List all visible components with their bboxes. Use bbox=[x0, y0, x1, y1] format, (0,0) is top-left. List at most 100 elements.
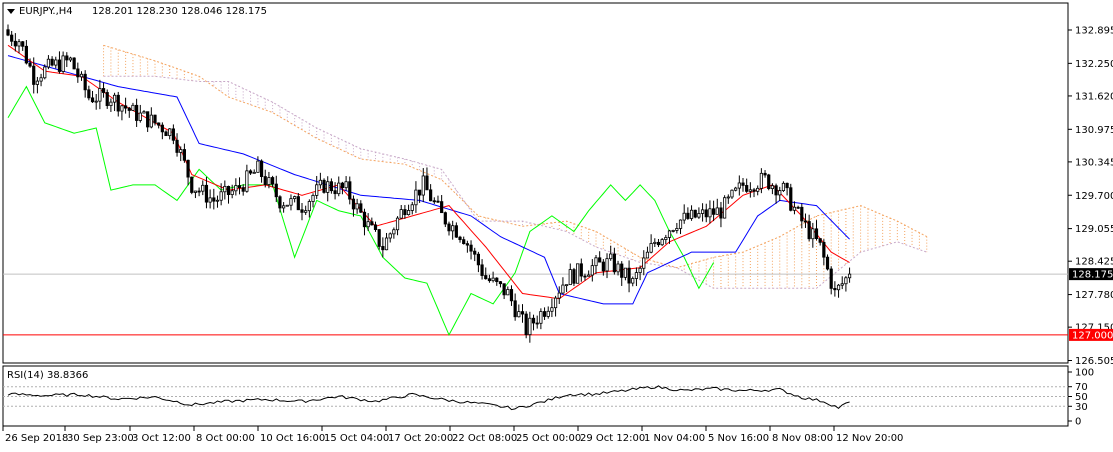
candle-body bbox=[293, 196, 297, 200]
candle-body bbox=[142, 111, 146, 114]
price-tick-label: 129.700 bbox=[1075, 191, 1113, 202]
dropdown-triangle-icon[interactable] bbox=[7, 9, 15, 14]
candle-body bbox=[274, 183, 278, 198]
candle-body bbox=[245, 170, 249, 192]
kijun-sen-line bbox=[7, 55, 850, 305]
candle-body bbox=[601, 261, 605, 272]
candle-body bbox=[811, 228, 815, 240]
candle-body bbox=[667, 230, 672, 238]
candle-body bbox=[546, 310, 550, 317]
candle-body bbox=[340, 182, 345, 189]
candle-body bbox=[480, 264, 484, 276]
current-price-badge bbox=[1069, 268, 1113, 281]
candle-body bbox=[451, 225, 455, 232]
candle-body bbox=[377, 229, 381, 247]
candle-body bbox=[572, 269, 576, 284]
candle-body bbox=[734, 187, 738, 191]
candle-body bbox=[131, 104, 135, 111]
candle-body bbox=[395, 217, 400, 231]
candle-body bbox=[101, 88, 106, 93]
candle-body bbox=[226, 185, 231, 196]
candle-body bbox=[645, 251, 650, 259]
candle-body bbox=[774, 185, 778, 196]
candle-body bbox=[844, 277, 848, 285]
candle-body bbox=[719, 207, 723, 219]
level-price-badge bbox=[1069, 328, 1113, 341]
rsi-tick-label: 100 bbox=[1075, 368, 1094, 379]
candle-body bbox=[98, 88, 102, 102]
candle-body bbox=[553, 297, 558, 309]
candle-body bbox=[204, 184, 209, 203]
candle-body bbox=[219, 191, 223, 201]
candle-body bbox=[660, 239, 664, 246]
level-price-label: 127.000 bbox=[1072, 330, 1113, 341]
candle-body bbox=[631, 278, 635, 284]
candle-body bbox=[513, 300, 517, 318]
candle-body bbox=[579, 263, 583, 277]
price-tick-label: 129.055 bbox=[1075, 224, 1113, 235]
ichimoku-cloud bbox=[103, 44, 928, 289]
candle-body bbox=[656, 241, 661, 246]
candle-body bbox=[164, 131, 168, 137]
time-tick-label: 25 Oct 00:00 bbox=[516, 433, 581, 444]
candle-body bbox=[326, 181, 330, 193]
candle-body bbox=[186, 159, 190, 178]
candle-body bbox=[252, 171, 256, 174]
candle-body bbox=[800, 206, 804, 222]
candle-body bbox=[384, 237, 389, 251]
candle-body bbox=[623, 267, 628, 278]
candle-body bbox=[745, 185, 749, 192]
candle-body bbox=[425, 175, 429, 191]
candle-body bbox=[473, 250, 477, 255]
candle-body bbox=[689, 209, 694, 219]
candle-body bbox=[803, 220, 808, 223]
candle-body bbox=[818, 238, 822, 243]
candle-body bbox=[539, 311, 543, 324]
candle-body bbox=[24, 45, 28, 64]
candle-body bbox=[94, 100, 98, 103]
candle-body bbox=[469, 244, 473, 252]
candle-body bbox=[524, 313, 528, 336]
candle-body bbox=[370, 221, 374, 226]
candle-body bbox=[157, 122, 161, 126]
candle-body bbox=[259, 160, 264, 177]
candle-body bbox=[712, 208, 716, 215]
candle-body bbox=[829, 268, 833, 289]
candle-body bbox=[278, 196, 282, 209]
candle-body bbox=[704, 209, 708, 218]
candle-body bbox=[359, 203, 363, 213]
candle-body bbox=[234, 185, 238, 192]
candle-body bbox=[197, 190, 201, 193]
candle-body bbox=[847, 273, 852, 279]
candle-body bbox=[366, 221, 370, 228]
price-tick-label: 127.780 bbox=[1075, 290, 1113, 301]
candle-body bbox=[748, 189, 752, 192]
candle-body bbox=[531, 317, 536, 324]
candle-body bbox=[285, 204, 289, 207]
time-tick-label: 30 Sep 23:00 bbox=[67, 433, 134, 444]
candle-body bbox=[403, 209, 407, 216]
candle-body bbox=[642, 257, 646, 269]
candle-body bbox=[79, 73, 84, 78]
candle-body bbox=[653, 241, 657, 244]
candle-body bbox=[664, 237, 668, 240]
candle-body bbox=[289, 198, 293, 206]
candle-body bbox=[447, 223, 451, 232]
candle-body bbox=[175, 139, 179, 153]
candle-body bbox=[201, 184, 205, 192]
candle-body bbox=[6, 29, 10, 36]
candle-body bbox=[362, 211, 367, 228]
candle-body bbox=[351, 198, 356, 210]
time-tick-label: 15 Oct 04:00 bbox=[324, 433, 389, 444]
candle-body bbox=[10, 34, 14, 42]
rsi-tick-label: 0 bbox=[1075, 417, 1081, 428]
time-tick-label: 8 Nov 08:00 bbox=[772, 433, 833, 444]
rsi-tick-label: 50 bbox=[1075, 392, 1088, 403]
symbol-label: EURJPY.,H4 bbox=[19, 6, 73, 17]
candle-body bbox=[675, 228, 679, 231]
candle-body bbox=[138, 112, 142, 121]
